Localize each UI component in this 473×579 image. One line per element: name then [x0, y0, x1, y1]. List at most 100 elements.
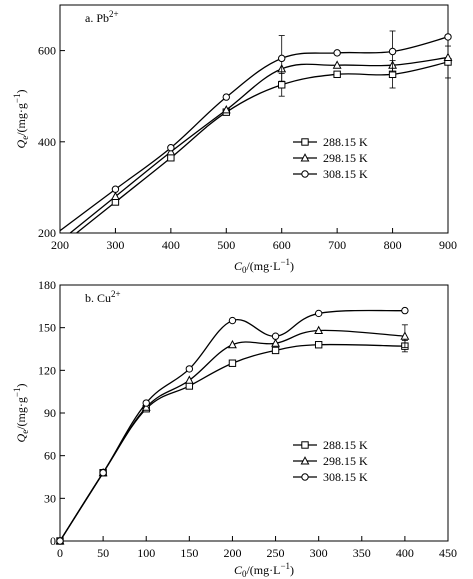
- data-point-triangle: [400, 331, 410, 340]
- plot-frame: [59, 284, 449, 542]
- x-axis-label-close: ): [290, 563, 294, 577]
- data-point-circle: [271, 332, 280, 340]
- y-axis-label: Qe/(mg·g−1): [12, 90, 30, 149]
- y-tick-label: 30: [44, 491, 56, 505]
- x-tick-label: 450: [439, 546, 457, 560]
- x-tick-label: 300: [106, 238, 124, 252]
- y-axis-label-unit: /(mg·g: [14, 397, 28, 430]
- x-axis-label-symbol: C: [234, 563, 243, 577]
- data-point-square: [278, 81, 286, 89]
- legend-marker-circle: [301, 170, 309, 178]
- x-tick-label: 100: [137, 546, 155, 560]
- x-tick-label: 50: [97, 546, 109, 560]
- data-point-square: [228, 359, 237, 367]
- data-point-triangle: [221, 105, 231, 114]
- data-point-circle: [278, 54, 286, 63]
- legend-label: 298.15 K: [323, 151, 368, 165]
- x-axis-label: C0/(mg·L−1): [234, 561, 294, 579]
- x-tick-label: 350: [353, 546, 371, 560]
- data-point-circle: [167, 144, 175, 152]
- data-point-triangle: [166, 146, 176, 156]
- x-tick-label: 200: [223, 546, 241, 560]
- legend-label: 298.15 K: [323, 454, 368, 468]
- chart-panel-2: 0 50 100 150 200 250 300 350 400 450 0 30 60 90 120 150…: [12, 278, 457, 579]
- y-axis-label-close: ): [14, 90, 28, 94]
- series-circle: [56, 306, 409, 545]
- x-tick-label: 250: [267, 546, 285, 560]
- data-point-triangle: [271, 338, 280, 347]
- data-point-circle: [444, 33, 452, 41]
- x-axis-label-unit: /(mg·L: [246, 259, 280, 273]
- data-point-triangle: [443, 52, 453, 61]
- x-axis-label-symbol: C: [234, 259, 243, 273]
- panel-label-text: a. Pb: [85, 11, 109, 25]
- x-tick-label: 400: [396, 546, 414, 560]
- y-tick-label: 60: [44, 449, 56, 463]
- x-tick-label: 200: [51, 238, 69, 252]
- data-point-circle: [388, 47, 397, 56]
- y-tick-label: 90: [44, 406, 56, 420]
- x-tick-label: 400: [162, 238, 180, 252]
- x-axis-label-subscript: 0: [242, 265, 247, 275]
- y-tick-label: 180: [38, 278, 56, 292]
- x-axis-label-close: ): [290, 259, 294, 273]
- x-tick-label: 800: [384, 238, 402, 252]
- legend: 288.15 K 298.15 K 308.15 K: [293, 135, 368, 181]
- panel-label: a. Pb2+: [85, 9, 119, 25]
- y-axis-label-symbol: Q: [14, 433, 28, 442]
- legend-marker-square: [301, 441, 309, 449]
- x-tick-label: 600: [273, 238, 291, 252]
- x-axis-label-unit-superscript: −1: [280, 561, 290, 571]
- x-tick-label: 0: [57, 546, 63, 560]
- legend: 288.15 K 298.15 K 308.15 K: [293, 438, 368, 484]
- data-point-circle: [111, 185, 120, 193]
- series-line: [69, 56, 448, 233]
- series-line: [60, 36, 448, 232]
- data-point-circle: [314, 309, 323, 318]
- data-point-triangle: [314, 325, 324, 335]
- legend-marker-triangle: [300, 153, 310, 162]
- y-axis-label-subscript: e: [20, 136, 30, 140]
- legend-marker-triangle: [300, 456, 310, 465]
- chart-panel-1: 200 300 400 500 600 700 800 900 200 400 600 a. Pb2+…: [12, 4, 457, 275]
- y-axis-label-close: ): [14, 384, 28, 388]
- series-triangle: [69, 52, 453, 233]
- y-tick-label: 600: [38, 44, 56, 58]
- x-axis-label: C0/(mg·L−1): [234, 257, 294, 275]
- data-point-triangle: [184, 375, 194, 384]
- panel-label-superscript: 2+: [109, 9, 119, 19]
- data-point-circle: [333, 49, 341, 57]
- legend-marker-square: [301, 138, 309, 146]
- data-point-circle: [222, 93, 230, 101]
- x-axis-label-subscript: 0: [242, 569, 247, 579]
- y-tick-label: 200: [38, 226, 56, 240]
- x-tick-label: 150: [180, 546, 198, 560]
- data-point-circle: [142, 399, 150, 407]
- data-point-circle: [56, 537, 64, 545]
- panel-label: b. Cu2+: [85, 289, 121, 305]
- y-tick-label: 120: [38, 363, 56, 377]
- panel-label-superscript: 2+: [111, 289, 121, 299]
- data-point-triangle: [228, 339, 237, 349]
- data-point-circle: [401, 306, 409, 315]
- y-tick-label: 150: [38, 321, 56, 335]
- y-axis-label: Qe/(mg·g−1): [12, 384, 30, 443]
- data-point-square: [314, 341, 323, 349]
- y-axis-label-symbol: Q: [14, 139, 28, 148]
- series-triangle: [55, 324, 410, 545]
- x-tick-label: 500: [217, 238, 235, 252]
- data-point-circle: [99, 469, 107, 477]
- y-tick-label: 400: [38, 135, 56, 149]
- y-axis-label-unit-superscript: −1: [12, 94, 22, 104]
- data-point-triangle: [110, 191, 120, 201]
- data-point-square: [271, 346, 280, 355]
- series-circle: [60, 30, 452, 232]
- x-tick-label: 700: [328, 238, 346, 252]
- data-point-triangle: [332, 60, 342, 69]
- legend-marker-circle: [301, 473, 309, 481]
- x-axis-label-unit-superscript: −1: [280, 257, 290, 267]
- data-point-triangle: [141, 402, 151, 411]
- legend-label: 288.15 K: [323, 438, 368, 452]
- legend-label: 308.15 K: [323, 470, 368, 484]
- x-tick-label: 900: [439, 238, 457, 252]
